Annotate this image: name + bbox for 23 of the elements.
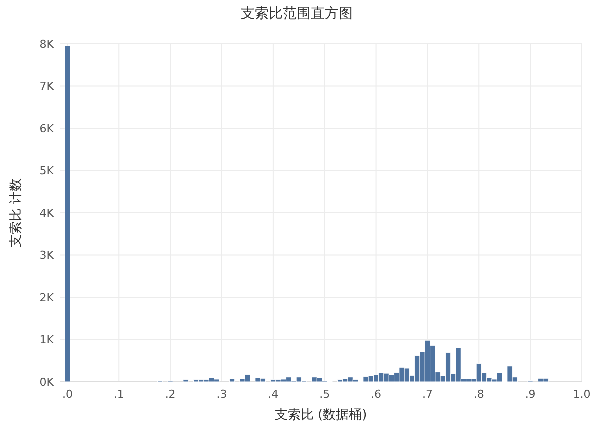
y-tick-label: 8K	[40, 38, 55, 51]
x-tick-label: .8	[474, 388, 484, 401]
x-tick-label: .1	[114, 388, 124, 401]
y-tick-label: 4K	[40, 206, 55, 220]
y-tick-label: 6K	[40, 122, 55, 136]
x-axis-title: 支索比 (数据桶)	[274, 408, 368, 423]
x-tick-label: 1.0	[573, 388, 591, 401]
y-tick-label: 5K	[40, 164, 55, 178]
y-tick-label: 3K	[40, 249, 55, 262]
y-tick-label: 7K	[40, 80, 55, 94]
x-tick-label: .4	[268, 388, 279, 401]
y-tick-label: 1K	[40, 334, 55, 347]
x-tick-label: .9	[525, 388, 536, 401]
y-tick-label: 0K	[40, 376, 55, 389]
x-tick-label: .6	[371, 388, 382, 401]
chart-title: 支索比范围直方图	[241, 6, 353, 22]
y-tick-label: 2K	[40, 291, 55, 304]
x-tick-label: .3	[216, 388, 228, 401]
x-tick-label: .7	[422, 388, 433, 401]
x-tick-label: .0	[62, 388, 73, 401]
y-axis-title: 支索比 计数	[9, 178, 24, 248]
x-tick-label: .5	[320, 388, 330, 401]
x-tick-label: .2	[165, 388, 176, 401]
